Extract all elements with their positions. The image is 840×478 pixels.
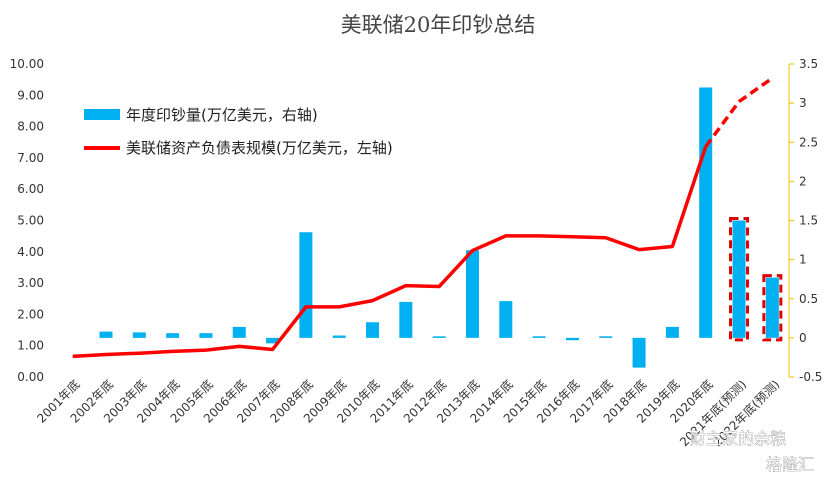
right-axis-tick-label: 2.5 [799, 135, 818, 149]
watermark: 财主家的余粮 格隆汇 [690, 429, 815, 475]
x-axis-labels: 2001年底2002年底2003年底2004年底2005年底2006年底2007… [34, 377, 783, 450]
legend-bar-label: 年度印钞量(万亿美元，右轴) [126, 106, 318, 124]
axes: -0.5 0 0.5 1 1.5 2 2.5 3 3.5 0.00 1.00 2.00 3.00 4.00… [10, 57, 823, 384]
legend-line-label: 美联储资产负债表规模(万亿美元，左轴) [126, 139, 393, 157]
right-axis-tick-label: 0 [799, 331, 807, 345]
right-axis-tick-label: 2 [799, 174, 807, 188]
bar [465, 250, 479, 338]
right-axis-tick-label: 1 [799, 253, 807, 267]
line-series [72, 76, 774, 359]
legend-bar-swatch [84, 109, 120, 120]
forecast-highlight-box [762, 274, 783, 342]
bar [132, 332, 146, 338]
bar [532, 336, 546, 338]
bar [99, 331, 113, 338]
bar [332, 335, 346, 338]
bar [765, 277, 779, 338]
forecast-highlight-box [729, 217, 750, 342]
right-axis-tick-label: 1.5 [799, 214, 818, 228]
highlight-boxes [729, 217, 783, 342]
bar [266, 337, 280, 344]
chart-title: 美联储20年印钞总结 [341, 13, 536, 37]
left-axis-tick-label: 0.00 [17, 370, 44, 384]
left-axis-tick-label: 10.00 [10, 57, 44, 71]
right-axis-tick-label: 3 [799, 96, 807, 110]
left-axis-tick-label: 7.00 [17, 151, 44, 165]
left-axis-tick-label: 5.00 [17, 214, 44, 228]
line-solid [72, 146, 708, 359]
line-forecast-dashed [704, 76, 774, 148]
legend: 年度印钞量(万亿美元，右轴) 美联储资产负债表规模(万亿美元，左轴) [84, 106, 393, 157]
right-axis-tick-label: -0.5 [799, 370, 822, 384]
bar [732, 220, 746, 338]
bar [232, 326, 246, 338]
bar [199, 333, 213, 338]
left-axis-tick-label: 3.00 [17, 276, 44, 290]
left-axis-tick-label: 6.00 [17, 182, 44, 196]
bar [599, 336, 613, 338]
bar [299, 232, 313, 338]
right-axis-tick-label: 0.5 [799, 292, 818, 306]
bar [399, 301, 413, 338]
left-axis-tick-label: 4.00 [17, 245, 44, 259]
left-axis-tick-label: 2.00 [17, 307, 44, 321]
bar [166, 333, 180, 338]
left-axis-tick-label: 8.00 [17, 120, 44, 134]
bar [366, 322, 380, 338]
watermark-text-1: 财主家的余粮 [690, 429, 786, 448]
bar [499, 301, 513, 338]
bar [432, 336, 446, 338]
right-axis-tick-label: 3.5 [799, 57, 818, 71]
left-axis-tick-label: 1.00 [17, 339, 44, 353]
bar [565, 337, 579, 341]
bar [632, 337, 646, 368]
bar [665, 326, 679, 338]
watermark-text-2: 格隆汇 [766, 455, 814, 474]
bar [699, 87, 713, 338]
left-axis-tick-label: 9.00 [17, 88, 44, 102]
